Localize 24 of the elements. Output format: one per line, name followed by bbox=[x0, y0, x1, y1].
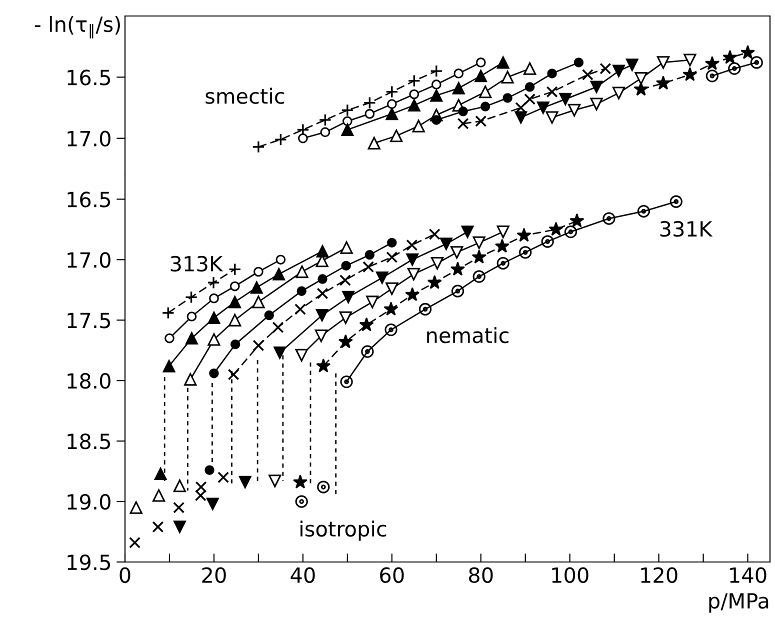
annotation: 331K bbox=[660, 221, 713, 237]
y-tick-label: 18.5 bbox=[68, 434, 110, 450]
y-tick-label: 17.5 bbox=[68, 312, 110, 328]
x-tick-label: 100 bbox=[552, 567, 588, 583]
x-tick-label: 80 bbox=[469, 567, 493, 583]
annotation: smectic bbox=[206, 88, 284, 104]
x-tick-label: 60 bbox=[380, 567, 404, 583]
y-tick-label: 19.0 bbox=[68, 494, 110, 510]
y-tick-label: 17.0 bbox=[68, 252, 110, 268]
x-tick-label: 120 bbox=[641, 567, 678, 583]
y-tick-label: 17.0 bbox=[68, 130, 110, 147]
y-axis-title: - ln(τ$_{∥}$/s) bbox=[34, 16, 120, 38]
x-tick-label: 140 bbox=[730, 567, 766, 583]
x-axis-title: p/MPa bbox=[709, 593, 768, 613]
y-tick-label: 18.0 bbox=[68, 373, 110, 389]
x-tick-label: 40 bbox=[290, 567, 315, 583]
y-tick-label: 19.5 bbox=[68, 554, 110, 570]
annotation: 313K bbox=[170, 256, 224, 272]
x-tick-label: 20 bbox=[202, 567, 226, 583]
annotation: isotropic bbox=[300, 520, 386, 541]
x-tick-label: 0 bbox=[120, 567, 130, 583]
annotation: nematic bbox=[427, 327, 508, 344]
y-tick-label: 16.5 bbox=[68, 70, 110, 86]
y-tick-label: 16.5 bbox=[68, 192, 110, 208]
